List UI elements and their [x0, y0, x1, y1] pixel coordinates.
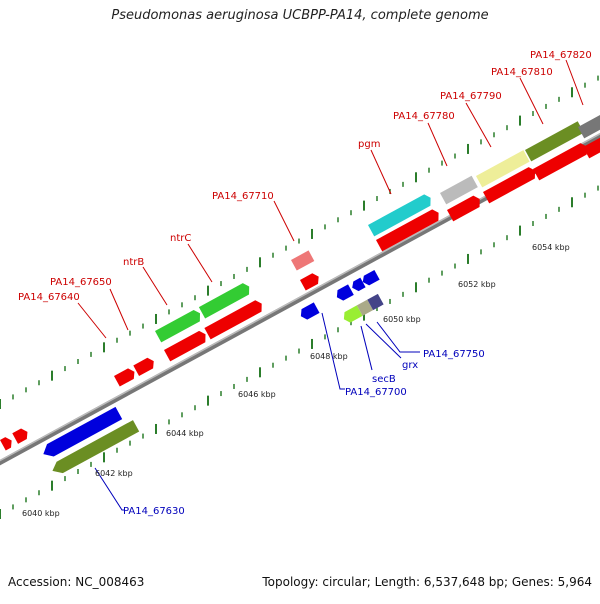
gene-arrow-PA14_67780-red[interactable]: [447, 194, 483, 222]
gene-label-PA14_67790[interactable]: PA14_67790: [440, 91, 502, 102]
gene-arrow-reverse-4[interactable]: [360, 269, 380, 287]
gene-arrow-PA14_67810[interactable]: [525, 121, 584, 162]
gene-label-pgm[interactable]: pgm: [358, 139, 380, 150]
genome-summary-text: Topology: circular; Length: 6,537,648 bp…: [262, 575, 592, 589]
gene-label-PA14_67780[interactable]: PA14_67780: [393, 111, 455, 122]
gene-arrow-ntrB-red[interactable]: [164, 329, 209, 362]
forward-leader-lines: [77, 59, 584, 339]
gene-label-PA14_67820[interactable]: PA14_67820: [530, 50, 592, 61]
accession-text: Accession: NC_008463: [8, 575, 145, 589]
scale-label: 6046 kbp: [238, 390, 276, 399]
gene-arrow-PA14_67710[interactable]: [291, 250, 315, 271]
gene-arrow-ntrC-red[interactable]: [204, 298, 265, 340]
scale-label: 6050 kbp: [383, 315, 421, 324]
scale-label: 6048 kbp: [310, 352, 348, 361]
gene-arrow-reverse-2[interactable]: [334, 284, 354, 302]
gene-arrow-pgm-red[interactable]: [376, 207, 442, 252]
gene-arrow-PA14_67700[interactable]: [341, 305, 363, 324]
gene-arrow-PA14_67650[interactable]: [133, 356, 156, 377]
reverse-leader-lines: [94, 312, 420, 511]
gene-arrow-PA14_67780[interactable]: [440, 175, 478, 205]
scale-label: 6040 kbp: [22, 509, 60, 518]
gene-arrow-PA14_67630-olive[interactable]: [50, 420, 140, 477]
map-title: Pseudomonas aeruginosa UCBPP-PA14, compl…: [111, 8, 489, 23]
scale-label: 6054 kbp: [532, 243, 570, 252]
gene-arrow-PA14_67640[interactable]: [114, 366, 137, 387]
scale-label: 6042 kbp: [95, 469, 133, 478]
scale-label: 6052 kbp: [458, 280, 496, 289]
gene-label-PA14_67630[interactable]: PA14_67630: [123, 506, 185, 517]
gene-arrow-PA14_67820[interactable]: [578, 107, 600, 139]
scale-label: 6044 kbp: [166, 429, 204, 438]
gene-label-grx[interactable]: grx: [402, 360, 418, 371]
gene-label-PA14_67710[interactable]: PA14_67710: [212, 191, 274, 202]
gene-arrow-PA14_67820-red[interactable]: [583, 127, 600, 159]
gene-label-ntrC[interactable]: ntrC: [170, 233, 191, 244]
gene-label-PA14_67750[interactable]: PA14_67750: [423, 349, 485, 360]
gene-arrow-PA14_67630-blue[interactable]: [40, 406, 123, 460]
gene-arrow-forward-edge-2[interactable]: [12, 427, 30, 444]
gene-label-ntrB[interactable]: ntrB: [123, 257, 144, 268]
gene-arrow-PA14_67790-red[interactable]: [483, 165, 538, 204]
gene-arrow-forward-edge-1[interactable]: [0, 435, 15, 451]
gene-label-PA14_67640[interactable]: PA14_67640: [18, 292, 80, 303]
gene-arrow-pgm[interactable]: [368, 192, 434, 237]
gene-label-PA14_67700[interactable]: PA14_67700: [345, 387, 407, 398]
gene-arrow-secB[interactable]: [356, 299, 374, 316]
gene-arrow-reverse-1[interactable]: [298, 302, 320, 321]
gene-label-PA14_67650[interactable]: PA14_67650: [50, 277, 112, 288]
gene-arrow-ntrB[interactable]: [155, 308, 203, 343]
gene-arrow-PA14_67810-red[interactable]: [533, 141, 590, 181]
gene-label-secB[interactable]: secB: [372, 374, 396, 385]
gene-arrow-ntrC[interactable]: [198, 281, 253, 319]
gene-arrow-PA14_67710-red[interactable]: [300, 271, 322, 291]
gene-arrow-grx[interactable]: [367, 293, 384, 311]
scale-ticks: [0, 75, 599, 519]
gene-label-PA14_67810[interactable]: PA14_67810: [491, 67, 553, 78]
gene-arrow-reverse-3[interactable]: [350, 277, 366, 293]
gene-arrow-PA14_67790[interactable]: [476, 150, 530, 188]
